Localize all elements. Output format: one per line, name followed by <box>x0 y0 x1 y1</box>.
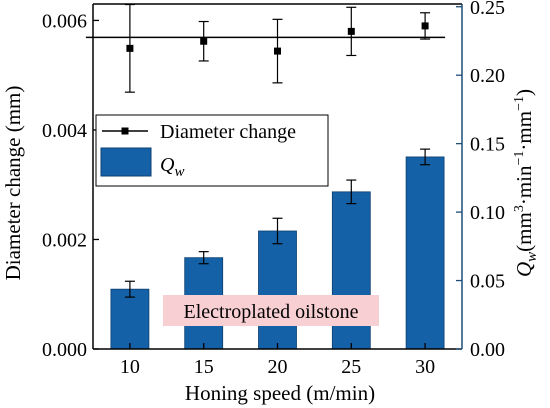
y-axis-right-title: Qw(mm3·min−1·mm−1) <box>512 89 540 277</box>
points-layer <box>124 3 431 93</box>
point-diameter <box>347 27 355 35</box>
x-axis-title: Honing speed (m/min) <box>185 381 375 405</box>
y-right-tick-label: 0.10 <box>470 202 505 224</box>
point-diameter <box>126 44 134 52</box>
legend-entry-diameter: Diameter change <box>160 121 296 143</box>
bar-qw <box>110 288 150 350</box>
y-left-tick-label: 0.000 <box>42 339 87 361</box>
y-right-tick-label: 0.20 <box>470 65 505 87</box>
x-tick-label: 30 <box>415 356 435 378</box>
annotation-box <box>163 295 379 326</box>
y-left-tick-label: 0.002 <box>42 229 87 251</box>
x-tick-label: 10 <box>120 356 140 378</box>
ticks-layer: 10 15 20 25 30 0.000 0.002 0.004 0.006 0.00 0.05 0.… <box>42 0 505 378</box>
x-tick-label: 15 <box>194 356 214 378</box>
y-right-tick-label: 0.15 <box>470 134 505 156</box>
y-axis-left-title: Diameter change (mm) <box>1 86 25 281</box>
point-diameter <box>421 22 429 30</box>
errorbars-layer <box>124 148 431 298</box>
legend-entry-qw: Qw <box>160 154 184 180</box>
x-tick-label: 25 <box>341 356 361 378</box>
annotation-text: Electroplated oilstone <box>184 301 359 323</box>
y-right-tick-label: 0.25 <box>470 0 505 19</box>
point-diameter <box>274 47 281 55</box>
legend: Diameter change Qw <box>95 114 329 187</box>
y-left-tick-label: 0.006 <box>42 10 87 32</box>
x-tick-label: 20 <box>268 356 288 378</box>
legend-bar-swatch <box>100 147 152 177</box>
y-left-tick-label: 0.004 <box>42 120 87 142</box>
y-right-tick-label: 0.05 <box>470 271 505 293</box>
y-right-tick-label: 0.00 <box>470 339 505 361</box>
bar-qw <box>258 230 297 350</box>
bar-qw <box>405 156 445 350</box>
point-diameter <box>200 37 208 45</box>
legend-point-swatch <box>121 127 129 135</box>
